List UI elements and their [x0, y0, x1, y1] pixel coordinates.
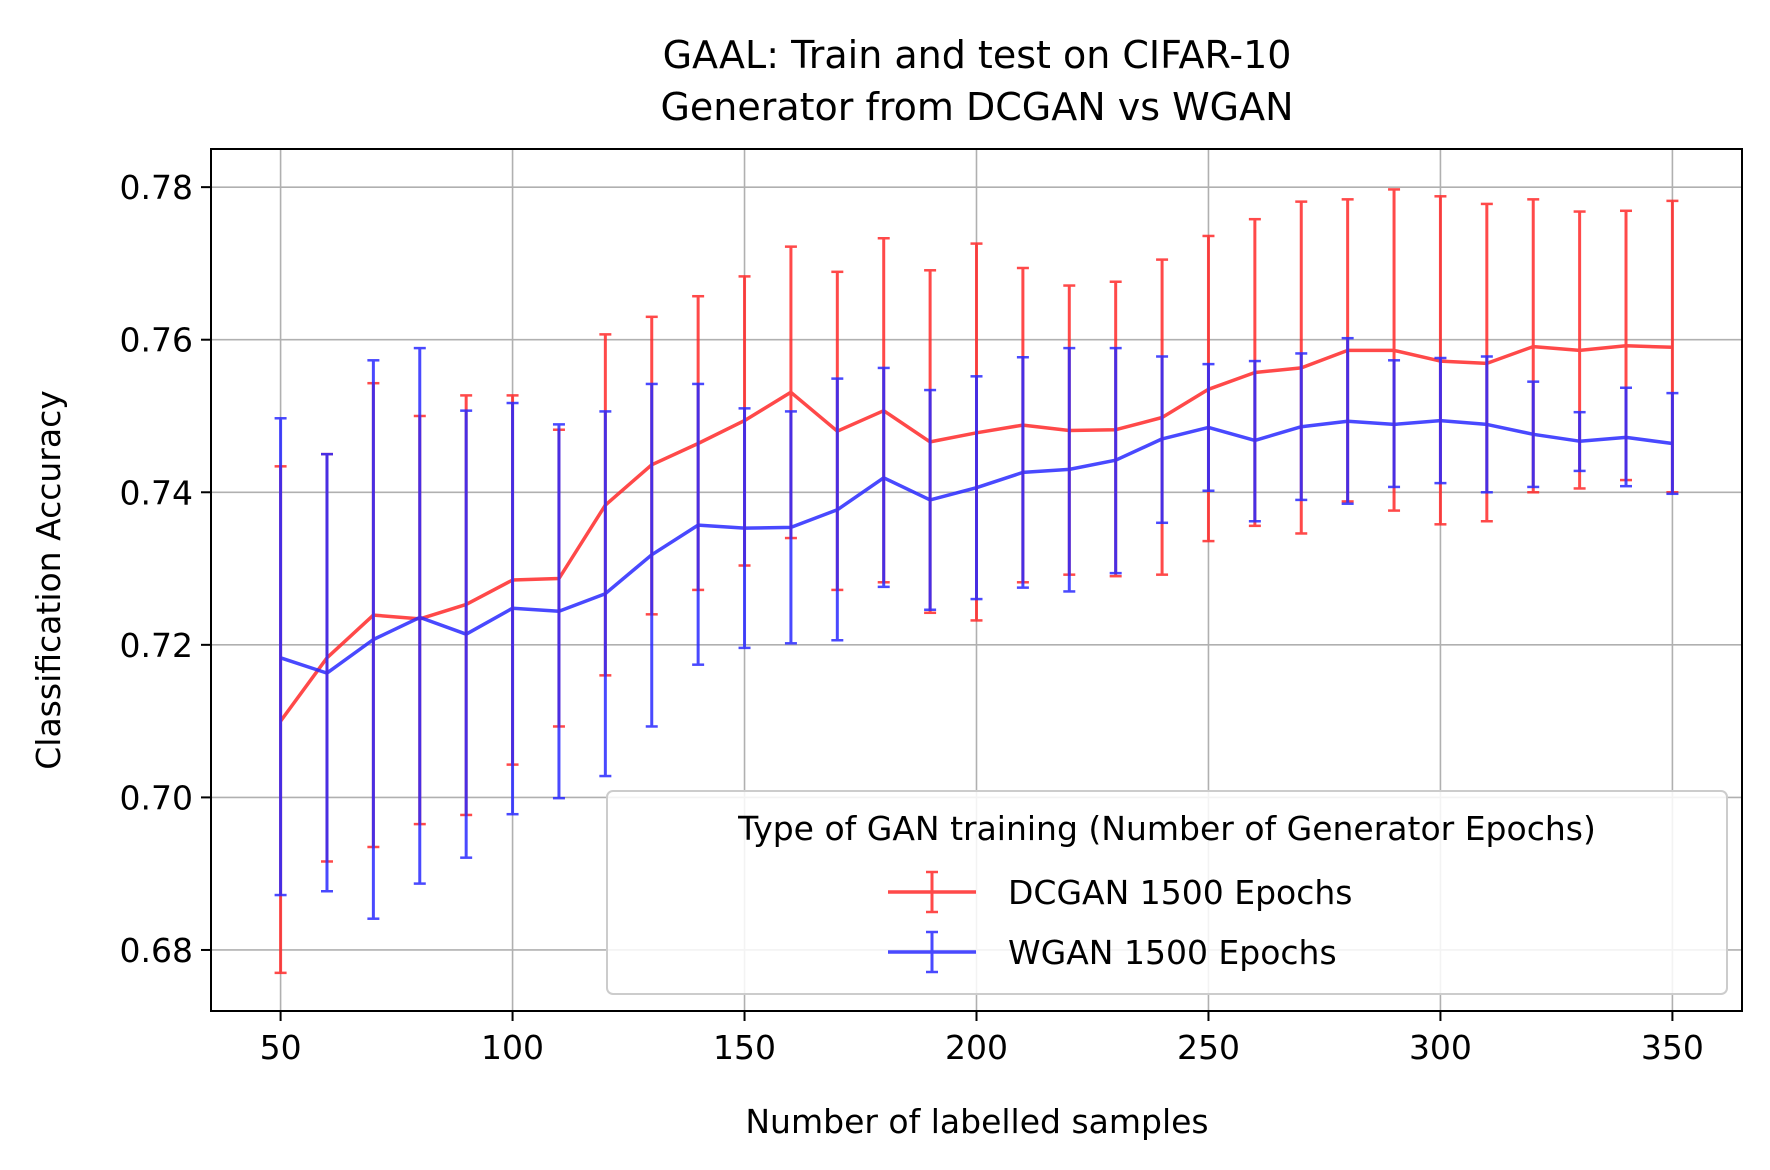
y-tick-label: 0.76	[120, 321, 193, 360]
y-tick-label: 0.78	[120, 168, 193, 207]
chart-title-line-1: GAAL: Train and test on CIFAR-10	[663, 33, 1292, 77]
x-tick-label: 50	[260, 1028, 302, 1067]
y-tick-label: 0.74	[120, 473, 193, 512]
legend-entries: DCGAN 1500 Epochs WGAN 1500 Epochs	[888, 870, 1353, 974]
x-tick-label: 200	[945, 1028, 1008, 1067]
x-axis-label: Number of labelled samples	[745, 1102, 1208, 1141]
y-tick-label: 0.70	[120, 778, 193, 817]
series-line	[280, 418, 1673, 675]
series-wgan	[274, 336, 1679, 920]
y-tick-label: 0.68	[120, 931, 193, 970]
y-axis-label: Classification Accuracy	[29, 390, 68, 770]
legend-label: DCGAN 1500 Epochs	[1008, 873, 1353, 912]
legend-title: Type of GAN training (Number of Generato…	[737, 809, 1596, 848]
axis-ticks: 50 100 150 200 250 300 350 0.68 0.70 0.72 0.74 0.76…	[120, 168, 1704, 1067]
x-tick-label: 250	[1177, 1028, 1240, 1067]
x-tick-label: 150	[713, 1028, 776, 1067]
legend: Type of GAN training (Number of Generato…	[606, 790, 1728, 995]
legend-box	[606, 790, 1728, 995]
legend-label: WGAN 1500 Epochs	[1008, 933, 1337, 972]
y-tick-label: 0.72	[120, 626, 193, 665]
legend-entry	[888, 870, 976, 914]
x-tick-label: 300	[1409, 1028, 1472, 1067]
series-layer	[274, 188, 1679, 975]
x-tick-label: 100	[481, 1028, 544, 1067]
chart-title-line-2: Generator from DCGAN vs WGAN	[660, 85, 1293, 129]
legend-entry	[888, 930, 976, 974]
x-tick-label: 350	[1641, 1028, 1704, 1067]
